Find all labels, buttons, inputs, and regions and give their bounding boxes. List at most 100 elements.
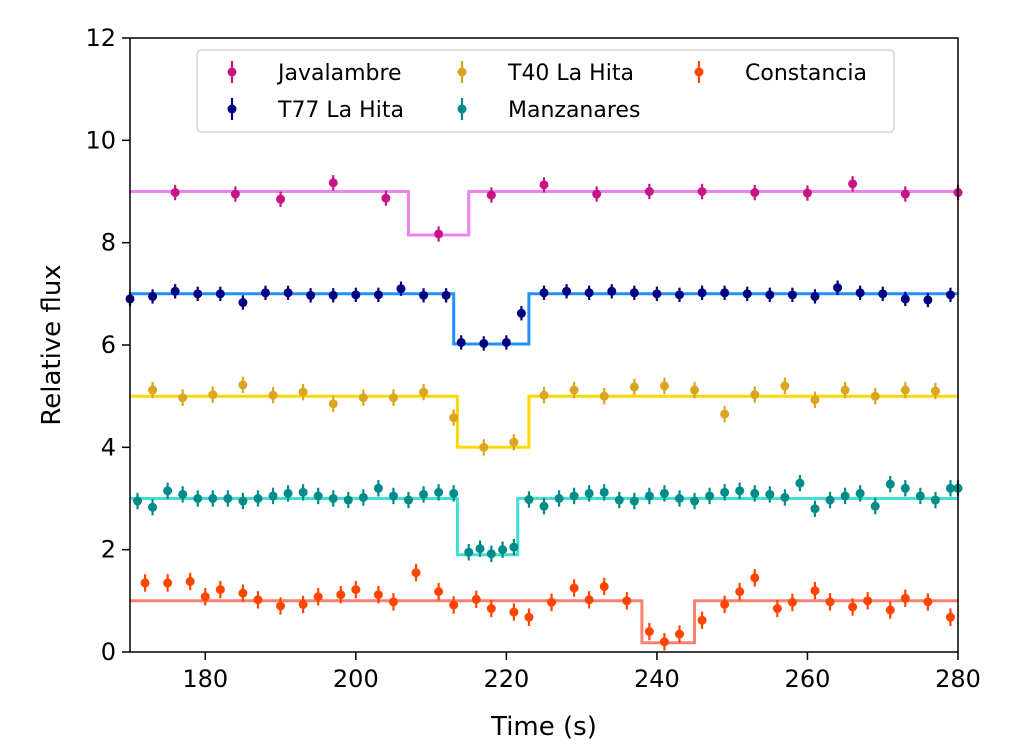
data-point (787, 593, 797, 612)
marker (945, 483, 955, 493)
data-point (419, 486, 429, 503)
marker (471, 594, 481, 604)
marker (652, 289, 662, 299)
marker (486, 190, 496, 200)
data-point (810, 289, 820, 304)
marker (313, 592, 323, 602)
marker (388, 491, 398, 501)
x-tick-label: 260 (785, 665, 831, 693)
data-point (923, 593, 933, 611)
x-axis: 180 200 220 240 260 280 (182, 652, 981, 693)
marker (298, 599, 308, 609)
marker (554, 494, 564, 503)
marker (900, 189, 910, 199)
marker (885, 479, 895, 489)
x-tick-label: 220 (483, 665, 529, 693)
marker (419, 290, 429, 300)
marker (449, 488, 459, 498)
data-point (208, 386, 218, 403)
marker (276, 194, 286, 204)
data-point (802, 185, 812, 201)
marker (584, 595, 594, 605)
data-point (855, 485, 865, 502)
marker (328, 178, 338, 188)
data-point (825, 593, 835, 611)
marker (170, 286, 180, 296)
data-point (464, 544, 474, 561)
data-point (659, 633, 669, 651)
marker (674, 629, 684, 639)
legend: Javalambre T77 La Hita T40 La Hita Manzanar… (196, 49, 895, 133)
data-point (434, 226, 444, 242)
marker (358, 393, 368, 403)
legend-marker (457, 67, 467, 77)
data-point (945, 608, 955, 626)
data-point (343, 491, 353, 509)
legend-label: Javalambre (276, 61, 402, 86)
marker (584, 488, 594, 498)
data-point (863, 592, 873, 610)
marker (238, 298, 248, 308)
marker (780, 381, 790, 391)
marker (509, 542, 519, 552)
y-tick-label: 8 (101, 229, 116, 257)
data-point (140, 574, 150, 592)
marker (524, 495, 534, 505)
data-point (584, 485, 594, 502)
marker (328, 494, 338, 503)
marker (193, 289, 203, 299)
marker (735, 587, 745, 597)
data-point (750, 184, 760, 201)
marker (629, 496, 639, 506)
legend-entry: Javalambre (227, 61, 402, 86)
marker (720, 288, 730, 298)
data-point (268, 487, 278, 505)
marker (268, 491, 278, 501)
data-point (945, 480, 955, 497)
marker (313, 491, 323, 501)
marker (434, 229, 444, 239)
marker (644, 491, 654, 501)
data-point (524, 608, 534, 626)
data-point (336, 585, 346, 604)
legend-label: Constancia (745, 61, 867, 86)
marker (787, 597, 797, 607)
data-point (306, 288, 316, 303)
data-point (253, 591, 263, 609)
data-point (276, 597, 286, 615)
marker (539, 501, 549, 511)
data-point (449, 409, 459, 426)
data-point (742, 286, 752, 301)
marker (629, 288, 639, 298)
data-point (148, 499, 158, 516)
data-point (328, 175, 338, 191)
marker (388, 597, 398, 607)
data-point (260, 285, 270, 300)
data-point (283, 285, 293, 300)
marker (479, 338, 489, 348)
marker (599, 487, 609, 497)
data-point (900, 589, 910, 607)
legend-label: T40 La Hita (507, 61, 634, 86)
marker (795, 478, 805, 488)
data-point (328, 288, 338, 303)
data-point (208, 490, 218, 507)
data-point (148, 289, 158, 304)
marker (351, 290, 361, 300)
legend-label: T77 La Hita (277, 98, 404, 123)
marker (253, 595, 263, 605)
marker (298, 387, 308, 397)
marker (720, 599, 730, 609)
y-tick-label: 4 (101, 433, 116, 461)
marker (449, 413, 459, 423)
data-point (351, 287, 361, 303)
data-point (539, 177, 549, 193)
marker (253, 494, 263, 503)
marker (765, 489, 775, 499)
data-point (509, 434, 519, 451)
data-point (253, 490, 263, 507)
data-point (690, 492, 700, 510)
data-point (230, 186, 240, 202)
data-point (419, 288, 429, 303)
marker (810, 504, 820, 514)
